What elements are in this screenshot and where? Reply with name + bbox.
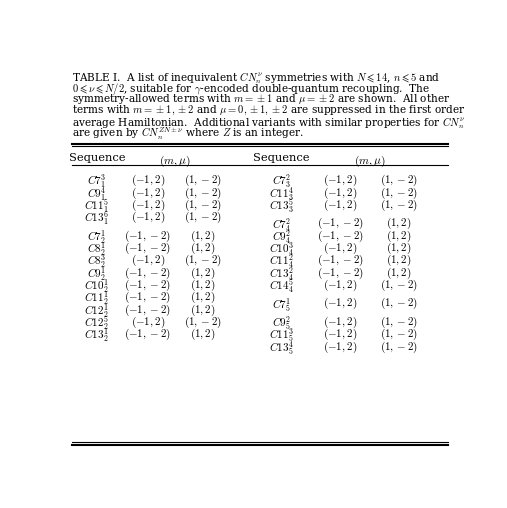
Text: $C7_4^2$: $C7_4^2$ <box>272 216 291 234</box>
Text: $(-1,2)$: $(-1,2)$ <box>323 339 357 355</box>
Text: $C14_4^5$: $C14_4^5$ <box>269 278 294 296</box>
Text: $(-1,-2)$: $(-1,-2)$ <box>317 229 364 244</box>
Text: $(1,2)$: $(1,2)$ <box>190 327 215 342</box>
Text: $C9_4^2$: $C9_4^2$ <box>272 229 291 246</box>
Text: $(-1,2)$: $(-1,2)$ <box>323 198 357 213</box>
Text: $(-1,2)$: $(-1,2)$ <box>323 185 357 201</box>
Text: $(1,2)$: $(1,2)$ <box>190 278 215 293</box>
Text: $C13_4^2$: $C13_4^2$ <box>269 265 294 283</box>
Text: $C13_1^6$: $C13_1^6$ <box>84 210 110 228</box>
Text: $(-1,2)$: $(-1,2)$ <box>131 253 165 268</box>
Text: $(1,-2)$: $(1,-2)$ <box>380 173 418 188</box>
Text: Sequence: Sequence <box>253 153 310 164</box>
Text: $C11_3^4$: $C11_3^4$ <box>269 185 294 203</box>
Text: $(-1,-2)$: $(-1,-2)$ <box>124 327 171 342</box>
Text: $(-1,2)$: $(-1,2)$ <box>323 278 357 293</box>
Text: average Hamiltonian.  Additional variants with similar properties for $CN_n^{\nu: average Hamiltonian. Additional variants… <box>72 115 465 131</box>
Text: $(1,-2)$: $(1,-2)$ <box>184 314 222 330</box>
Text: $(-1,2)$: $(-1,2)$ <box>131 210 165 225</box>
Text: $(1,2)$: $(1,2)$ <box>190 229 215 244</box>
Text: $C8_2^1$: $C8_2^1$ <box>87 241 106 258</box>
Text: $C9_1^4$: $C9_1^4$ <box>87 185 106 203</box>
Text: $(-1,-2)$: $(-1,-2)$ <box>124 290 171 305</box>
Text: $C8_2^3$: $C8_2^3$ <box>87 253 106 270</box>
Text: $(-1,2)$: $(-1,2)$ <box>131 173 165 188</box>
Text: $C13_5^4$: $C13_5^4$ <box>269 339 294 357</box>
Text: $(1,-2)$: $(1,-2)$ <box>380 185 418 201</box>
Text: $C11_2^1$: $C11_2^1$ <box>84 290 110 307</box>
Text: $(-1,-2)$: $(-1,-2)$ <box>124 241 171 256</box>
Text: are given by $CN_n^{ZN\pm\nu}$ where $Z$ is an integer.: are given by $CN_n^{ZN\pm\nu}$ where $Z$… <box>72 126 304 142</box>
Text: $(-1,-2)$: $(-1,-2)$ <box>124 265 171 280</box>
Text: $(1,2)$: $(1,2)$ <box>386 253 412 268</box>
Text: $C10_2^1$: $C10_2^1$ <box>84 278 110 295</box>
Text: $(-1,2)$: $(-1,2)$ <box>323 314 357 330</box>
Text: $(m,\mu)$: $(m,\mu)$ <box>160 153 191 169</box>
Text: $(-1,2)$: $(-1,2)$ <box>323 296 357 311</box>
Text: $C7_5^1$: $C7_5^1$ <box>272 296 291 313</box>
Text: $C12_2^5$: $C12_2^5$ <box>84 314 110 332</box>
Text: $(-1,-2)$: $(-1,-2)$ <box>317 265 364 280</box>
Text: $C7_3^2$: $C7_3^2$ <box>272 173 291 190</box>
Text: $(1,-2)$: $(1,-2)$ <box>380 296 418 311</box>
Text: $(1,2)$: $(1,2)$ <box>190 241 215 256</box>
Text: $(1,-2)$: $(1,-2)$ <box>380 327 418 342</box>
Text: $(-1,2)$: $(-1,2)$ <box>323 241 357 256</box>
Text: $C9_2^1$: $C9_2^1$ <box>87 265 106 283</box>
Text: $(1,-2)$: $(1,-2)$ <box>184 253 222 268</box>
Text: $0\leqslant\nu\leqslant N/2$, suitable for $\gamma$-encoded double-quantum recou: $0\leqslant\nu\leqslant N/2$, suitable f… <box>72 81 430 97</box>
Text: $(1,-2)$: $(1,-2)$ <box>380 278 418 293</box>
Text: $(1,-2)$: $(1,-2)$ <box>184 173 222 188</box>
Text: $(1,-2)$: $(1,-2)$ <box>184 198 222 213</box>
Text: $(1,2)$: $(1,2)$ <box>190 290 215 305</box>
Text: $(1,-2)$: $(1,-2)$ <box>184 185 222 201</box>
Text: $(1,2)$: $(1,2)$ <box>190 302 215 318</box>
Text: $(1,-2)$: $(1,-2)$ <box>380 198 418 213</box>
Text: $(-1,-2)$: $(-1,-2)$ <box>124 229 171 244</box>
Text: $(m,\mu)$: $(m,\mu)$ <box>354 153 386 169</box>
Text: $(1,2)$: $(1,2)$ <box>386 241 412 256</box>
Text: $(1,2)$: $(1,2)$ <box>386 265 412 280</box>
Text: $C9_5^2$: $C9_5^2$ <box>272 314 291 332</box>
Text: $C11_5^3$: $C11_5^3$ <box>269 327 294 344</box>
Text: $(-1,2)$: $(-1,2)$ <box>131 314 165 330</box>
Text: $(-1,2)$: $(-1,2)$ <box>323 327 357 342</box>
Text: $(-1,2)$: $(-1,2)$ <box>131 198 165 213</box>
Text: $(1,2)$: $(1,2)$ <box>386 229 412 244</box>
Text: $C10_4^3$: $C10_4^3$ <box>269 241 294 258</box>
Text: TABLE I.  A list of inequivalent $CN_n^{\nu}$ symmetries with $N\leqslant 14$, $: TABLE I. A list of inequivalent $CN_n^{\… <box>72 70 441 86</box>
Text: $C11_1^5$: $C11_1^5$ <box>84 198 110 215</box>
Text: $C7_2^1$: $C7_2^1$ <box>87 229 106 246</box>
Text: Sequence: Sequence <box>68 153 125 164</box>
Text: $(1,2)$: $(1,2)$ <box>386 216 412 231</box>
Text: $(-1,-2)$: $(-1,-2)$ <box>124 278 171 293</box>
Text: $(-1,-2)$: $(-1,-2)$ <box>124 302 171 318</box>
Text: $(-1,-2)$: $(-1,-2)$ <box>317 216 364 231</box>
Text: $(1,-2)$: $(1,-2)$ <box>380 314 418 330</box>
Text: $C7_1^3$: $C7_1^3$ <box>87 173 106 190</box>
Text: $(1,2)$: $(1,2)$ <box>190 265 215 280</box>
Text: $(1,-2)$: $(1,-2)$ <box>184 210 222 225</box>
Text: symmetry-allowed terms with $m=\pm 1$ and $\mu=\pm 2$ are shown.  All other: symmetry-allowed terms with $m=\pm 1$ an… <box>72 92 450 106</box>
Text: terms with $m=\pm 1,\pm 2$ and $\mu=0,\pm 1,\pm 2$ are suppressed in the first o: terms with $m=\pm 1,\pm 2$ and $\mu=0,\p… <box>72 104 465 117</box>
Text: $C11_4^2$: $C11_4^2$ <box>269 253 294 270</box>
Text: $(-1,2)$: $(-1,2)$ <box>131 185 165 201</box>
Text: $C13_3^5$: $C13_3^5$ <box>269 198 294 215</box>
Text: $C12_2^1$: $C12_2^1$ <box>84 302 110 320</box>
Text: $(1,-2)$: $(1,-2)$ <box>380 339 418 355</box>
Text: $(-1,-2)$: $(-1,-2)$ <box>317 253 364 268</box>
Text: $C13_2^1$: $C13_2^1$ <box>84 327 110 344</box>
Text: $(-1,2)$: $(-1,2)$ <box>323 173 357 188</box>
